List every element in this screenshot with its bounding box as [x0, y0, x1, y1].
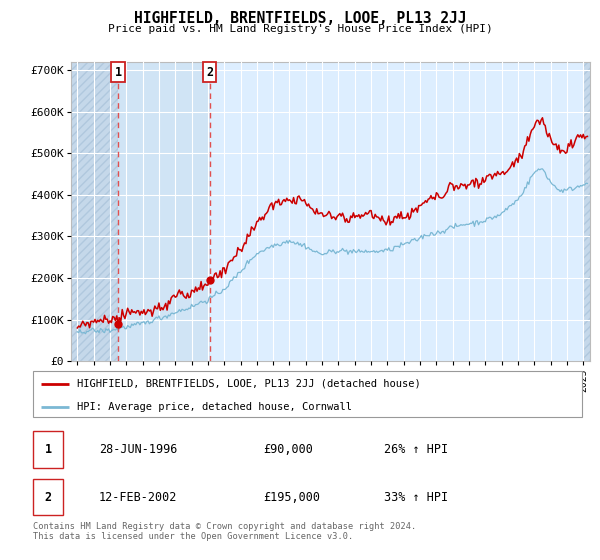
Text: 1: 1 — [44, 443, 52, 456]
Bar — [118, 62, 209, 361]
Text: 1: 1 — [115, 66, 122, 78]
Text: 33% ↑ HPI: 33% ↑ HPI — [385, 491, 448, 503]
Bar — [33, 431, 63, 468]
Text: 2: 2 — [206, 66, 213, 78]
Bar — [71, 62, 118, 361]
Text: Price paid vs. HM Land Registry's House Price Index (HPI): Price paid vs. HM Land Registry's House … — [107, 24, 493, 34]
Bar — [583, 62, 590, 361]
Text: HIGHFIELD, BRENTFIELDS, LOOE, PL13 2JJ: HIGHFIELD, BRENTFIELDS, LOOE, PL13 2JJ — [134, 11, 466, 26]
Text: 12-FEB-2002: 12-FEB-2002 — [99, 491, 177, 503]
Text: Contains HM Land Registry data © Crown copyright and database right 2024.
This d: Contains HM Land Registry data © Crown c… — [33, 522, 416, 542]
Text: HPI: Average price, detached house, Cornwall: HPI: Average price, detached house, Corn… — [77, 402, 352, 412]
Text: 28-JUN-1996: 28-JUN-1996 — [99, 443, 177, 456]
Bar — [33, 479, 63, 515]
Text: HIGHFIELD, BRENTFIELDS, LOOE, PL13 2JJ (detached house): HIGHFIELD, BRENTFIELDS, LOOE, PL13 2JJ (… — [77, 379, 421, 389]
Text: 26% ↑ HPI: 26% ↑ HPI — [385, 443, 448, 456]
Text: 2: 2 — [44, 491, 52, 503]
Text: £195,000: £195,000 — [263, 491, 320, 503]
Text: £90,000: £90,000 — [263, 443, 313, 456]
